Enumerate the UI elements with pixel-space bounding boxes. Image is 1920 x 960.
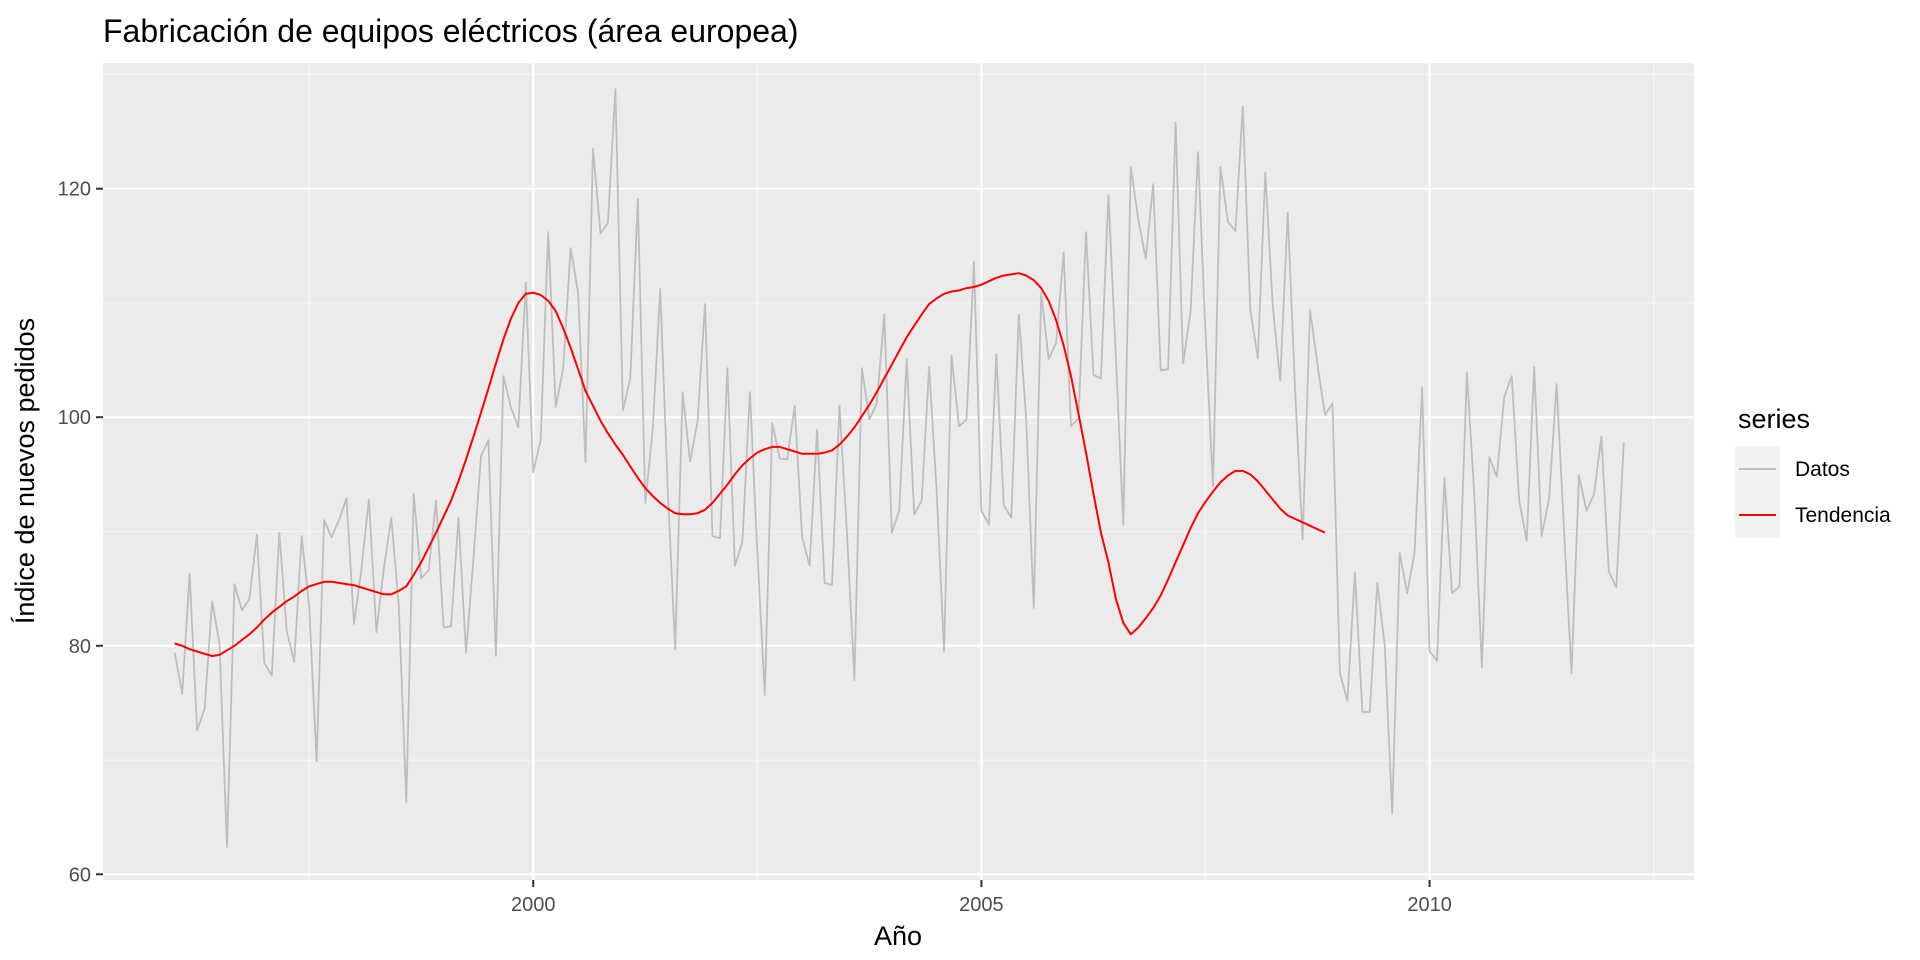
series-line-datos	[173, 88, 1625, 848]
y-tick-label: 100	[58, 407, 91, 429]
y-tick-label: 80	[69, 636, 91, 658]
y-tick-labels: 60 80 100 120	[58, 179, 91, 887]
chart-title: Fabricación de equipos eléctricos (área …	[103, 13, 799, 49]
legend: series Datos Tendencia	[1735, 404, 1891, 538]
x-tick-labels: 2000 2005 2010	[511, 894, 1452, 916]
x-tick-label: 2005	[959, 894, 1004, 916]
y-tick-label: 60	[69, 864, 91, 886]
legend-label-datos: Datos	[1795, 458, 1850, 481]
x-tick-label: 2010	[1407, 894, 1452, 916]
plot-panel	[103, 63, 1694, 880]
legend-title: series	[1738, 404, 1810, 434]
y-axis-title: Índice de nuevos pedidos	[10, 318, 40, 624]
y-tick-label: 120	[58, 179, 91, 201]
axis-ticks	[96, 187, 1431, 887]
legend-label-tendencia: Tendencia	[1795, 504, 1891, 527]
series-layer	[173, 88, 1625, 848]
minor-gridlines	[103, 63, 1694, 880]
x-tick-label: 2000	[511, 894, 556, 916]
series-line-tendencia	[174, 272, 1326, 657]
x-axis-title: Año	[874, 921, 922, 951]
